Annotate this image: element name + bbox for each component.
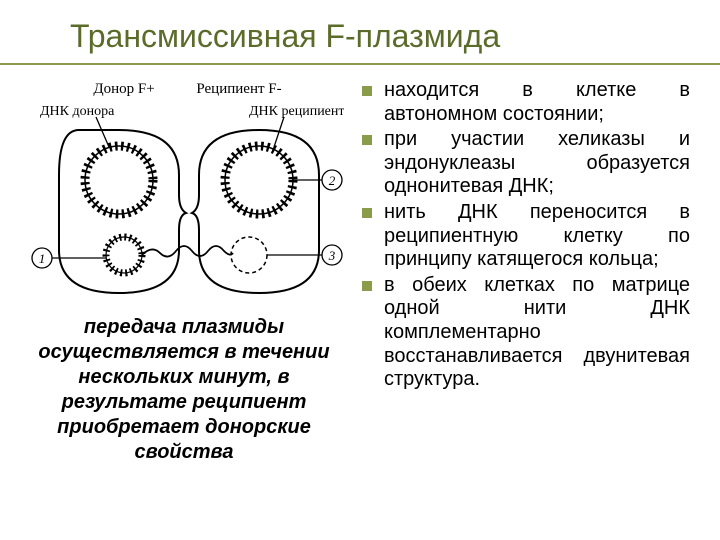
bullet-item: нить ДНК переносится в реципиентную клет… — [362, 201, 690, 272]
plasmid-recipient — [231, 237, 267, 273]
transfer-strand — [142, 246, 233, 257]
plasmid-donor — [106, 237, 142, 273]
svg-text:1: 1 — [39, 251, 46, 266]
chromosome-recipient — [225, 146, 293, 214]
title-region: Трансмиссивная F-плазмида — [0, 0, 720, 65]
bullet-item: находится в клетке в автономном состояни… — [362, 79, 690, 126]
page-title: Трансмиссивная F-плазмида — [70, 18, 690, 55]
diagram-caption: передача плазмиды осуществляется в течен… — [24, 305, 344, 465]
dna-recipient-label: ДНК реципиент — [249, 104, 344, 119]
bullet-item: в обеих клетках по матрице одной нити ДН… — [362, 274, 690, 392]
svg-text:2: 2 — [329, 173, 336, 188]
svg-text:3: 3 — [328, 248, 336, 263]
chromosome-donor — [85, 146, 153, 214]
dna-donor-label: ДНК донора — [40, 104, 115, 119]
right-column: находится в клетке в автономном состояни… — [362, 75, 690, 465]
donor-label: Донор F+ — [93, 81, 154, 97]
recipient-label: Реципиент F- — [196, 81, 281, 97]
callout-3: 3 — [267, 245, 342, 265]
callout-2: 2 — [292, 170, 342, 190]
left-column: Донор F+ Реципиент F- ДНК донора ДНК рец… — [24, 75, 344, 465]
bullet-item: при участии хеликазы и эндонуклеазы обра… — [362, 128, 690, 199]
callout-1: 1 — [32, 248, 106, 268]
bullet-list: находится в клетке в автономном состояни… — [362, 79, 690, 392]
conjugation-diagram: Донор F+ Реципиент F- ДНК донора ДНК рец… — [24, 75, 344, 305]
content-area: Донор F+ Реципиент F- ДНК донора ДНК рец… — [0, 65, 720, 475]
